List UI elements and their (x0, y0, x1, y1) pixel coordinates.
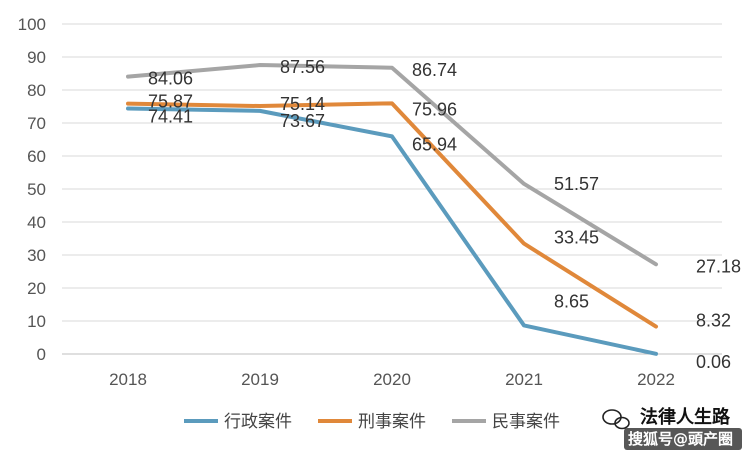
series-lines (126, 63, 658, 356)
x-tick-label: 2022 (637, 370, 675, 389)
data-label: 75.14 (280, 94, 325, 114)
y-tick-label: 30 (27, 246, 46, 265)
x-axis: 2018 2019 2020 2021 2022 (109, 370, 675, 389)
y-tick-label: 20 (27, 279, 46, 298)
data-point (390, 134, 394, 138)
data-point (390, 101, 394, 105)
x-tick-label: 2021 (505, 370, 543, 389)
data-point (522, 323, 526, 327)
data-point (654, 262, 658, 266)
y-tick-label: 10 (27, 312, 46, 331)
legend: 行政案件 刑事案件 民事案件 (184, 412, 560, 432)
gridlines (62, 23, 722, 355)
data-label: 86.74 (412, 60, 457, 80)
y-tick-label: 50 (27, 180, 46, 199)
legend-label: 刑事案件 (358, 412, 426, 432)
data-label: 8.65 (554, 291, 589, 311)
data-label: 33.45 (554, 228, 599, 248)
wechat-icon (602, 409, 630, 430)
y-tick-label: 90 (27, 48, 46, 67)
data-point (258, 104, 262, 108)
data-point (654, 352, 658, 356)
data-label: 27.18 (696, 256, 741, 276)
data-point (390, 66, 394, 70)
data-point (258, 63, 262, 67)
y-tick-label: 40 (27, 213, 46, 232)
data-label: 8.32 (696, 311, 731, 331)
data-point (522, 182, 526, 186)
data-label: 84.06 (148, 69, 193, 89)
x-tick-label: 2018 (109, 370, 147, 389)
y-tick-label: 100 (18, 15, 46, 34)
x-tick-label: 2019 (241, 370, 279, 389)
data-label: 87.56 (280, 57, 325, 77)
y-axis: 0 10 20 30 40 50 60 70 80 90 100 (18, 15, 46, 364)
data-label: 51.57 (554, 174, 599, 194)
watermark: 法律人生路 搜狐号@頭产圈 (602, 406, 742, 450)
data-point (522, 242, 526, 246)
data-labels: 74.41 73.67 65.94 8.65 0.06 75.87 75.14 75.96 33… (148, 57, 741, 372)
data-label: 75.87 (148, 92, 193, 112)
x-tick-label: 2020 (373, 370, 411, 389)
data-label: 75.96 (412, 99, 457, 119)
data-label: 65.94 (412, 134, 457, 154)
watermark-title: 法律人生路 (640, 406, 731, 428)
watermark-subtitle: 搜狐号@頭产圈 (628, 430, 733, 448)
data-label: 74.41 (148, 106, 193, 126)
y-tick-label: 60 (27, 147, 46, 166)
data-label: 73.67 (280, 111, 325, 131)
legend-label: 民事案件 (492, 412, 560, 432)
data-point (258, 109, 262, 113)
data-point (126, 102, 130, 106)
data-point (126, 75, 130, 79)
legend-label: 行政案件 (224, 412, 292, 432)
data-point (126, 106, 130, 110)
watermark-badge (624, 428, 742, 450)
y-tick-label: 80 (27, 81, 46, 100)
data-point (654, 325, 658, 329)
y-tick-label: 70 (27, 114, 46, 133)
data-label: 0.06 (696, 352, 731, 372)
y-tick-label: 0 (37, 345, 46, 364)
